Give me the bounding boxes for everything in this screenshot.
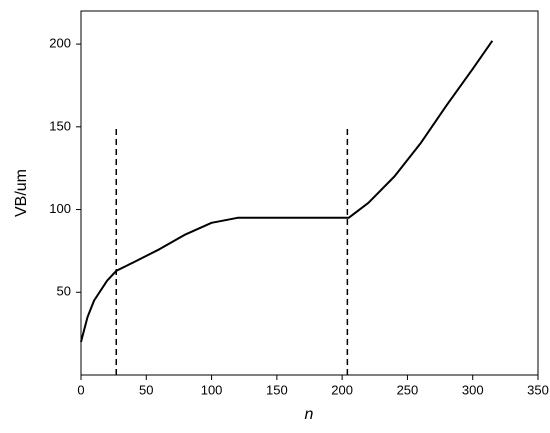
data-line <box>80 40 494 343</box>
x-axis-label: n <box>305 406 314 423</box>
plot-frame <box>80 10 539 376</box>
x-tick-label: 200 <box>331 382 353 397</box>
x-tick-label: 0 <box>77 382 84 397</box>
x-tick-label: 50 <box>139 382 153 397</box>
y-axis-label: VB/um <box>13 169 30 217</box>
x-tick-label: 100 <box>201 382 223 397</box>
x-tick-label: 300 <box>462 382 484 397</box>
x-tick-label: 350 <box>527 382 549 397</box>
y-tick-label: 150 <box>49 118 71 133</box>
x-tick-label: 250 <box>397 382 419 397</box>
y-tick-label: 200 <box>49 36 71 51</box>
x-tick-label: 150 <box>266 382 288 397</box>
y-tick-label: 50 <box>57 284 71 299</box>
y-tick-label: 100 <box>49 201 71 216</box>
